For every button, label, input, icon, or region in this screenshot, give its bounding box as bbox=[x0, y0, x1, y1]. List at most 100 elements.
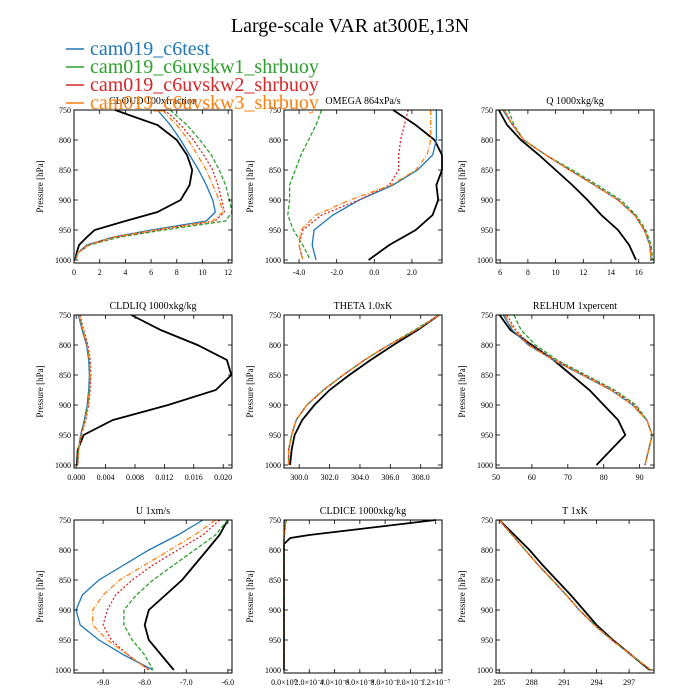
series-line-1 bbox=[502, 314, 653, 466]
y-tick-label: 950 bbox=[59, 226, 71, 235]
y-tick-label: 1000 bbox=[55, 461, 71, 470]
x-tick-label: 308.0 bbox=[412, 473, 430, 482]
x-tick-label: 300.0 bbox=[290, 473, 308, 482]
y-tick-label: 750 bbox=[481, 311, 493, 320]
y-tick-label: 950 bbox=[481, 226, 493, 235]
y-tick-label: 800 bbox=[481, 546, 493, 555]
y-axis-label: Pressure [hPa] bbox=[457, 365, 467, 417]
y-tick-label: 750 bbox=[269, 106, 281, 115]
legend-item: cam019_c6uvskw1_shrbuoy bbox=[66, 56, 319, 78]
x-tick-label: 0 bbox=[72, 268, 76, 277]
x-tick-label: 6 bbox=[149, 268, 153, 277]
x-tick-label: 4.0×10⁻⁸ bbox=[320, 678, 350, 687]
series-line-4 bbox=[498, 519, 652, 671]
y-tick-label: 750 bbox=[269, 311, 281, 320]
legend-label: cam019_c6uvskw1_shrbuoy bbox=[90, 56, 319, 78]
x-tick-label: 0.0 bbox=[369, 268, 379, 277]
x-tick-label: 60 bbox=[528, 473, 536, 482]
series-line-2 bbox=[123, 519, 229, 671]
y-tick-label: 800 bbox=[269, 546, 281, 555]
y-tick-label: 850 bbox=[481, 166, 493, 175]
y-axis-label: Pressure [hPa] bbox=[457, 570, 467, 622]
x-tick-label: -6.0 bbox=[222, 678, 235, 687]
y-tick-label: 800 bbox=[59, 546, 71, 555]
panel-title: CLDLIQ 1000xkg/kg bbox=[110, 301, 197, 312]
series-line-1 bbox=[287, 314, 440, 465]
series-line-4 bbox=[287, 314, 440, 465]
y-tick-label: 850 bbox=[269, 371, 281, 380]
plot-frame bbox=[495, 109, 655, 264]
y-tick-label: 850 bbox=[481, 371, 493, 380]
x-tick-label: -2.0 bbox=[330, 268, 343, 277]
y-tick-label: 950 bbox=[269, 636, 281, 645]
legend-label: cam019_c6test bbox=[90, 38, 210, 60]
legend-label: cam019_c6uvskw3_shrbuoy bbox=[90, 92, 319, 114]
x-tick-label: 6 bbox=[498, 268, 502, 277]
series-line-0 bbox=[283, 519, 436, 670]
x-tick-label: 0.0×10⁰ bbox=[271, 678, 297, 687]
series-line-0 bbox=[143, 519, 229, 671]
x-tick-label: 306.0 bbox=[381, 473, 399, 482]
series-line-0 bbox=[498, 519, 651, 671]
series-line-3 bbox=[77, 314, 92, 466]
series-line-4 bbox=[504, 314, 653, 466]
y-tick-label: 900 bbox=[59, 606, 71, 615]
plot-frame bbox=[283, 519, 443, 674]
y-axis-label: Pressure [hPa] bbox=[35, 570, 45, 622]
y-axis-label: Pressure [hPa] bbox=[35, 365, 45, 417]
x-tick-label: 12 bbox=[579, 268, 587, 277]
series-line-3 bbox=[102, 519, 220, 671]
series-line-2 bbox=[507, 109, 654, 261]
plot-frame bbox=[283, 109, 443, 264]
x-tick-label: 90 bbox=[636, 473, 644, 482]
series-line-0 bbox=[368, 109, 443, 261]
panel-title: OMEGA 864xPa/s bbox=[325, 96, 400, 107]
y-tick-label: 1000 bbox=[265, 666, 281, 675]
y-tick-label: 1000 bbox=[477, 461, 493, 470]
x-tick-label: 70 bbox=[564, 473, 572, 482]
plot-frame bbox=[495, 519, 655, 674]
y-tick-label: 850 bbox=[59, 371, 71, 380]
plot-frame bbox=[283, 314, 443, 469]
panel-6: RELHUM 1xpercent 750 800 850 900 950 1000 50 60 7… bbox=[457, 301, 655, 482]
y-tick-label: 1000 bbox=[477, 666, 493, 675]
y-tick-label: 850 bbox=[59, 576, 71, 585]
series-line-3 bbox=[506, 314, 653, 466]
panel-title: RELHUM 1xpercent bbox=[533, 301, 617, 312]
figure-title: Large-scale VAR at300E,13N bbox=[231, 15, 469, 37]
y-tick-label: 750 bbox=[59, 106, 71, 115]
x-tick-label: 8 bbox=[526, 268, 530, 277]
panel-3: Q 1000xkg/kg 750 800 850 900 950 1000 6 8 10 12 14 1… bbox=[457, 96, 655, 277]
y-tick-label: 750 bbox=[481, 516, 493, 525]
x-tick-label: 50 bbox=[492, 473, 500, 482]
series-line-3 bbox=[503, 109, 652, 261]
series-line-4 bbox=[74, 109, 224, 261]
x-tick-label: 12 bbox=[224, 268, 232, 277]
y-tick-label: 750 bbox=[269, 516, 281, 525]
plot-frame bbox=[73, 314, 233, 469]
y-tick-label: 850 bbox=[269, 166, 281, 175]
panel-2: OMEGA 864xPa/s 750 800 850 900 950 1000 -4.0 -2.… bbox=[245, 96, 443, 277]
x-tick-label: 297 bbox=[623, 678, 635, 687]
x-tick-label: 2 bbox=[98, 268, 102, 277]
y-tick-label: 750 bbox=[59, 311, 71, 320]
panel-7: U 1xm/s 750 800 850 900 950 1000 -9.0 -8.0 -7.0 -6… bbox=[35, 506, 234, 687]
plot-frame bbox=[73, 519, 233, 674]
x-tick-label: 4 bbox=[123, 268, 127, 277]
series-line-3 bbox=[74, 109, 226, 261]
y-axis-label: Pressure [hPa] bbox=[245, 570, 255, 622]
y-tick-label: 1000 bbox=[477, 256, 493, 265]
x-tick-label: 302.0 bbox=[321, 473, 339, 482]
x-tick-label: 288 bbox=[526, 678, 538, 687]
x-tick-label: 10 bbox=[552, 268, 560, 277]
x-tick-label: 2.0×10⁻⁸ bbox=[295, 678, 325, 687]
x-tick-label: 0.004 bbox=[97, 473, 115, 482]
series-line-1 bbox=[75, 519, 204, 671]
series-line-0 bbox=[498, 109, 637, 261]
y-tick-label: 950 bbox=[59, 636, 71, 645]
